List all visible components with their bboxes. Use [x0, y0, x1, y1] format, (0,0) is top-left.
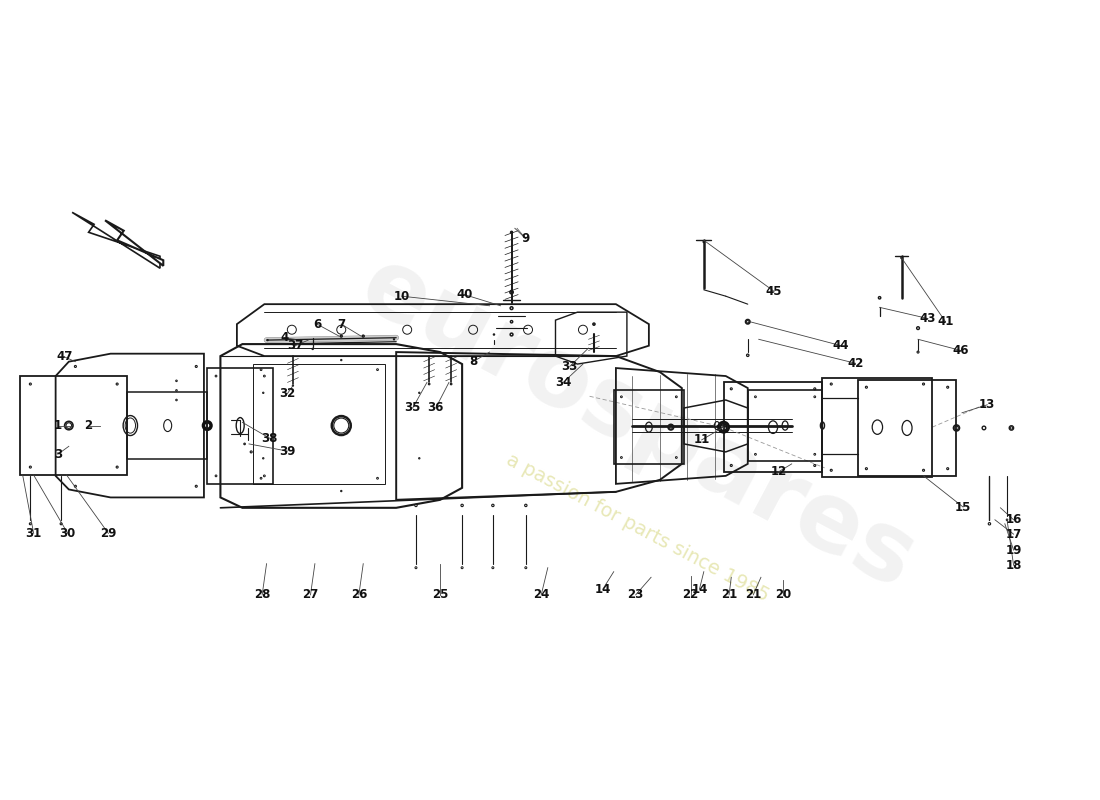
Polygon shape: [73, 212, 160, 268]
Text: 8: 8: [469, 355, 477, 368]
Text: 26: 26: [351, 588, 367, 602]
Text: 16: 16: [1005, 514, 1022, 526]
Text: 14: 14: [691, 582, 707, 596]
Text: 4: 4: [280, 331, 288, 344]
Text: 2: 2: [85, 419, 92, 432]
Text: 37: 37: [287, 339, 304, 352]
Text: 22: 22: [682, 588, 698, 602]
Circle shape: [461, 504, 463, 506]
Text: 12: 12: [770, 466, 786, 478]
Text: 21: 21: [745, 588, 761, 602]
Text: 13: 13: [979, 398, 996, 411]
Text: 7: 7: [338, 318, 345, 330]
Text: 44: 44: [833, 339, 849, 352]
Text: 43: 43: [920, 312, 936, 325]
Text: 19: 19: [1005, 544, 1022, 557]
Text: 42: 42: [847, 357, 864, 370]
Text: 18: 18: [1005, 559, 1022, 572]
Circle shape: [525, 504, 527, 506]
Text: 29: 29: [100, 527, 117, 540]
Circle shape: [492, 504, 494, 506]
Text: 39: 39: [279, 445, 296, 458]
Text: 23: 23: [628, 588, 643, 602]
Text: 45: 45: [766, 285, 782, 298]
Text: 14: 14: [594, 582, 610, 596]
Text: 27: 27: [302, 588, 319, 602]
Text: 33: 33: [562, 360, 578, 373]
Text: eurospares: eurospares: [344, 238, 931, 610]
Text: 17: 17: [1005, 528, 1022, 541]
Text: a passion for parts since 1985: a passion for parts since 1985: [503, 450, 772, 606]
Text: 31: 31: [25, 527, 42, 540]
Text: 10: 10: [394, 290, 410, 302]
Text: 9: 9: [521, 232, 530, 245]
Text: 35: 35: [405, 402, 421, 414]
Text: 3: 3: [54, 448, 62, 461]
Text: 15: 15: [955, 501, 971, 514]
Text: 11: 11: [693, 434, 710, 446]
Text: 32: 32: [279, 387, 296, 400]
Text: 36: 36: [428, 402, 444, 414]
Text: 28: 28: [254, 588, 271, 602]
Text: 25: 25: [432, 588, 449, 602]
Polygon shape: [106, 220, 163, 266]
Text: 38: 38: [262, 432, 278, 445]
Text: 20: 20: [774, 588, 791, 602]
Text: 34: 34: [556, 376, 571, 389]
Text: 30: 30: [59, 527, 76, 540]
Text: 6: 6: [314, 318, 321, 330]
Circle shape: [415, 504, 417, 506]
Text: 21: 21: [720, 588, 737, 602]
Text: 1: 1: [54, 419, 62, 432]
Text: 47: 47: [56, 350, 73, 363]
Text: 40: 40: [456, 288, 473, 301]
Text: 46: 46: [953, 344, 969, 357]
Text: 41: 41: [937, 315, 954, 328]
Text: 24: 24: [534, 588, 549, 602]
